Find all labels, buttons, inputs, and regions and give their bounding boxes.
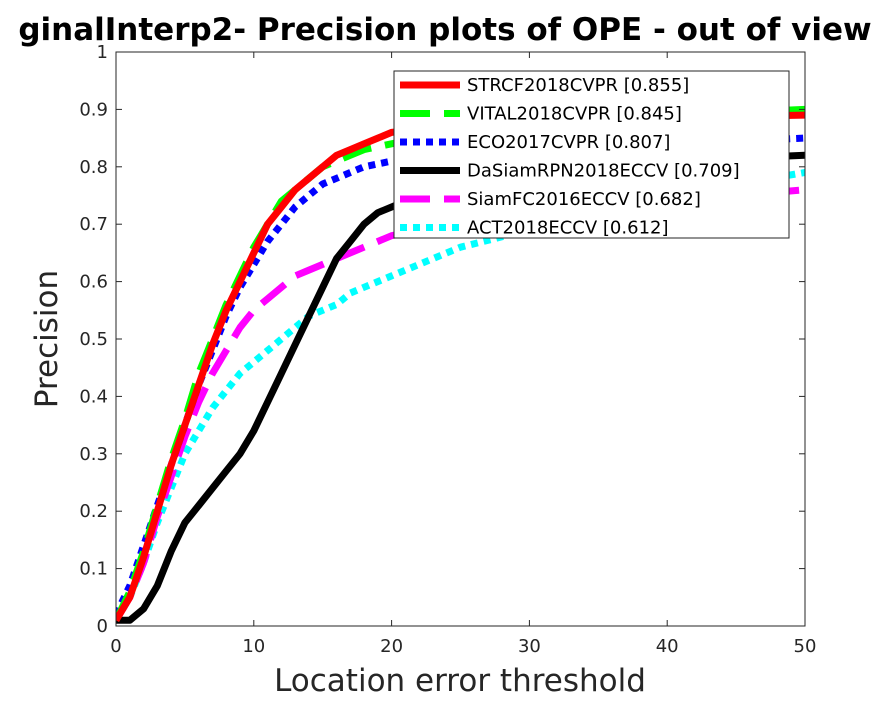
x-axis-title: Location error threshold (274, 663, 646, 699)
legend-label: VITAL2018CVPR [0.845] (467, 104, 682, 125)
y-tick-label: 0.4 (79, 386, 108, 407)
y-tick-label: 1 (97, 42, 108, 63)
x-tick-label: 0 (110, 636, 121, 657)
y-tick-label: 0.7 (79, 214, 108, 235)
y-tick-label: 0.3 (79, 444, 108, 465)
legend: STRCF2018CVPR [0.855] VITAL2018CVPR [0.84… (393, 70, 790, 239)
y-tick-label: 0.8 (79, 157, 108, 178)
y-tick-label: 0 (97, 616, 108, 637)
chart-title: ginalInterp2- Precision plots of OPE - o… (18, 12, 871, 48)
legend-label: STRCF2018CVPR [0.855] (467, 75, 689, 96)
x-tick-label: 50 (794, 636, 817, 657)
x-tick-label: 10 (242, 636, 265, 657)
x-tick-label: 40 (656, 636, 679, 657)
y-tick-label: 0.1 (79, 559, 108, 580)
axis-ticks: 0 10 20 30 40 50 0 0.1 0.2 0.3 0.4 0.5 0.6 0.7 0.8 0.9 1 (79, 42, 816, 657)
y-tick-label: 0.5 (79, 329, 108, 350)
y-axis-title: Precision (29, 270, 65, 408)
legend-label: ACT2018ECCV [0.612] (467, 218, 669, 239)
legend-label: SiamFC2016ECCV [0.682] (467, 189, 701, 210)
y-tick-label: 0.6 (79, 272, 108, 293)
legend-label: DaSiamRPN2018ECCV [0.709] (467, 161, 740, 182)
legend-label: ECO2017CVPR [0.807] (467, 132, 670, 153)
y-tick-label: 0.9 (79, 99, 108, 120)
legend-box (393, 70, 790, 239)
x-tick-label: 30 (518, 636, 541, 657)
x-tick-label: 20 (380, 636, 403, 657)
y-tick-label: 0.2 (79, 501, 108, 522)
